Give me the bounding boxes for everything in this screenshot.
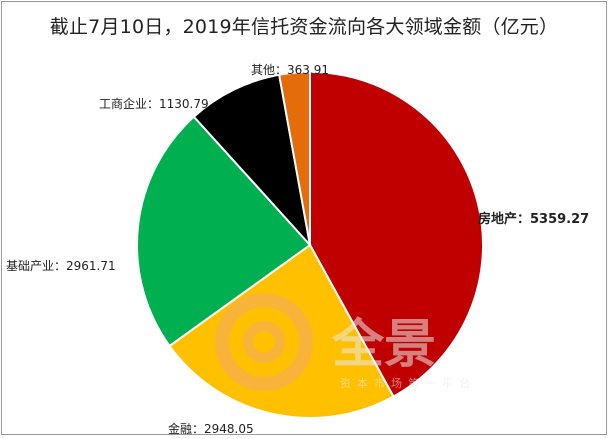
watermark: 全景 资本市场第一平台 [215,293,476,391]
pie-slice-房地产 [309,70,485,398]
watermark-logo-ring [215,293,313,391]
pie-slice-其他 [278,70,311,246]
pie-slice-基础产业 [136,115,312,348]
watermark-logo-text: 全景 [331,315,436,375]
pie-labels: 房地产：5359.27 金融：2948.05 基础产业：2961.71 工商企业：11… [6,63,589,436]
chart-title: 截止7月10日，2019年信托资金流向各大领域金额（亿元） [49,16,559,38]
pie-label-基础产业: 基础产业：2961.71 [6,259,116,273]
pie-label-工商企业: 工商企业：1130.79 [99,96,209,111]
watermark-logo-inner [243,321,285,363]
pie-slice-工商企业 [192,73,312,249]
pie-label-金融: 金融：2948.05 [168,421,254,436]
watermark-sub-text: 资本市场第一平台 [340,376,476,390]
pie-label-其他: 其他：363.91 [251,63,329,77]
pie-label-房地产: 房地产：5359.27 [478,211,589,227]
